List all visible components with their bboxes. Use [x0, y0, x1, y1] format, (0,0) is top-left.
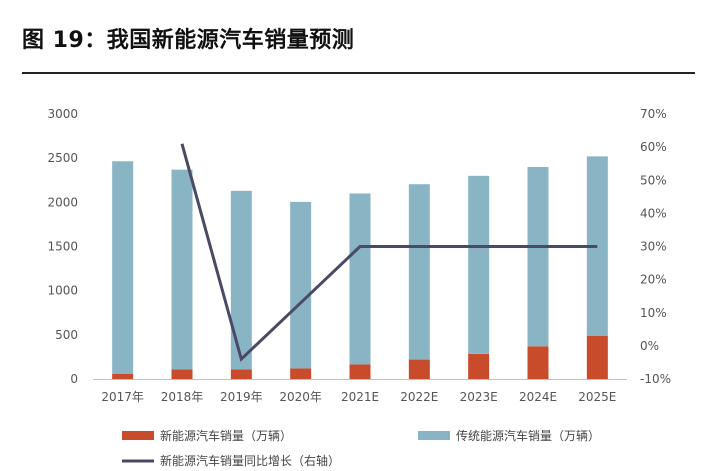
x-axis-category-label: 2022E — [400, 390, 438, 404]
bar-conventional-sales — [230, 190, 252, 370]
legend-label-growth: 新能源汽车销量同比增长（右轴） — [160, 453, 340, 468]
x-axis-category-label: 2020年 — [279, 390, 322, 404]
right-axis-tick-label: 10% — [640, 306, 667, 320]
legend-swatch-conventional — [418, 431, 450, 440]
bar-nev-sales — [230, 369, 252, 379]
left-axis-tick-label: 2000 — [47, 195, 78, 209]
bar-conventional-sales — [468, 175, 490, 354]
left-axis-tick-label: 500 — [55, 328, 78, 342]
bar-nev-sales — [468, 353, 490, 379]
x-axis-category-label: 2023E — [460, 390, 498, 404]
x-axis-category-label: 2024E — [519, 390, 557, 404]
right-axis-tick-label: 40% — [640, 206, 667, 220]
legend-label-conventional: 传统能源汽车销量（万辆） — [456, 428, 600, 443]
bar-nev-sales — [171, 369, 193, 379]
bar-conventional-sales — [290, 201, 312, 369]
bar-nev-sales — [408, 359, 430, 379]
right-axis-tick-label: -10% — [640, 372, 671, 386]
bar-nev-sales — [586, 335, 608, 379]
right-axis-tick-label: 30% — [640, 240, 667, 254]
legend-swatch-nev — [122, 431, 154, 440]
x-axis-category-label: 2021E — [341, 390, 379, 404]
left-axis-tick-label: 1000 — [47, 284, 78, 298]
bar-conventional-sales — [408, 184, 430, 360]
bar-nev-sales — [349, 364, 371, 379]
right-axis-tick-label: 20% — [640, 273, 667, 287]
line-nev-growth — [180, 143, 598, 362]
bar-nev-sales — [290, 368, 312, 379]
x-axis-category-label: 2019年 — [220, 390, 263, 404]
bar-nev-sales — [527, 346, 549, 379]
legend-label-nev: 新能源汽车销量（万辆） — [160, 428, 292, 443]
left-axis-tick-label: 1500 — [47, 240, 78, 254]
right-axis-tick-label: 70% — [640, 107, 667, 121]
right-axis-tick-label: 50% — [640, 173, 667, 187]
x-axis-category-label: 2017年 — [101, 390, 144, 404]
bar-conventional-sales — [527, 167, 549, 347]
left-axis-tick-label: 2500 — [47, 151, 78, 165]
left-axis-tick-label: 3000 — [47, 107, 78, 121]
x-axis-category-label: 2025E — [578, 390, 616, 404]
right-axis-tick-label: 0% — [640, 339, 659, 353]
x-axis-category-label: 2018年 — [161, 390, 204, 404]
title-divider — [22, 72, 695, 74]
right-axis-tick-label: 60% — [640, 140, 667, 154]
left-axis-tick-label: 0 — [70, 372, 78, 386]
bar-conventional-sales — [112, 161, 134, 374]
bar-conventional-sales — [586, 156, 608, 336]
bar-nev-sales — [112, 373, 134, 379]
figure-title: 图 19：我国新能源汽车销量预测 — [22, 28, 355, 53]
bar-conventional-sales — [171, 169, 193, 370]
bar-conventional-sales — [349, 193, 371, 365]
